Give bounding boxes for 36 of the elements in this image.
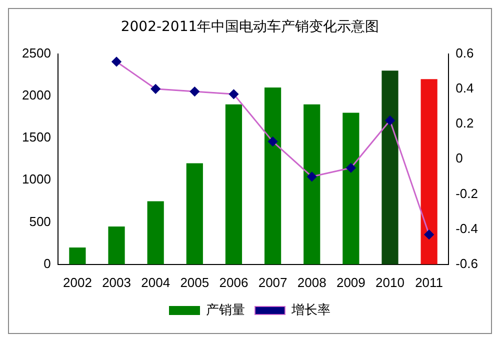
bar (420, 79, 438, 264)
y2-tick-label: 0.2 (456, 116, 474, 131)
x-tick-label: 2011 (415, 274, 444, 290)
x-tick-label: 2004 (141, 274, 170, 290)
x-tick-label: 2007 (258, 274, 288, 290)
y-tick-label: 2000 (22, 88, 51, 102)
y2-tick-label: 0 (456, 150, 463, 166)
bar (382, 70, 398, 264)
chart-title: 2002-2011年中国电动车产销变化示意图 (120, 19, 380, 36)
x-tick-label: 2010 (376, 274, 404, 290)
x-tick-label: 2002 (62, 274, 92, 290)
y-tick-label: 1500 (22, 130, 51, 145)
bar (342, 112, 360, 264)
x-tick-label: 2006 (219, 274, 248, 290)
bar (108, 226, 125, 264)
y-tick-label: 500 (29, 214, 51, 229)
y2-tick-label: -0.2 (456, 186, 478, 201)
y2-tick-label: 0.6 (456, 45, 474, 60)
bar (147, 201, 164, 264)
x-tick-label: 2009 (336, 274, 366, 290)
x-tick-label: 2008 (297, 274, 326, 290)
y2-tick-label: 0.4 (456, 80, 474, 96)
bar (69, 248, 86, 264)
y2-tick-label: -0.6 (456, 256, 478, 271)
legend-label: 产销量 (206, 302, 245, 318)
y-tick-label: 0 (44, 256, 51, 271)
y2-tick-label: -0.4 (456, 220, 478, 236)
y-tick-label: 2500 (22, 45, 51, 60)
bar (264, 87, 282, 264)
bar (186, 163, 203, 264)
bar (304, 104, 320, 264)
x-tick-label: 2003 (102, 274, 131, 290)
bar (225, 104, 242, 264)
x-tick-label: 2005 (180, 274, 210, 290)
y-tick-label: 1000 (22, 172, 51, 187)
legend-label: 增长率 (290, 302, 330, 318)
